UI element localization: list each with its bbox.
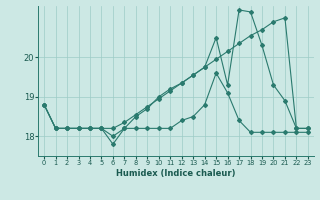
- X-axis label: Humidex (Indice chaleur): Humidex (Indice chaleur): [116, 169, 236, 178]
